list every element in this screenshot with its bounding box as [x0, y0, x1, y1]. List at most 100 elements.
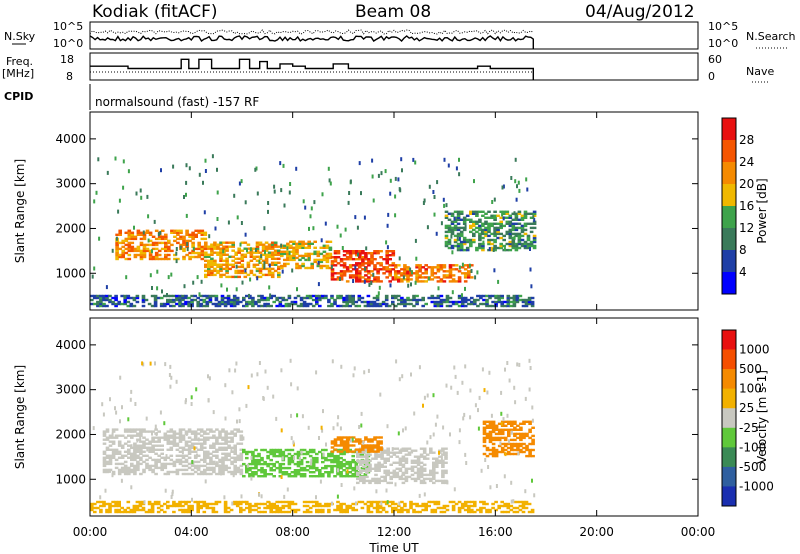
heatmap-cell [406, 296, 410, 300]
heatmap-cell [187, 444, 192, 447]
heatmap-cell [227, 444, 231, 447]
heatmap-cell [493, 238, 497, 242]
heatmap-cell [491, 442, 496, 446]
heatmap-cell [439, 300, 444, 304]
heatmap-cell [313, 260, 317, 264]
heatmap-cell [196, 454, 201, 457]
heatmap-cell [500, 504, 504, 508]
heatmap-cell [223, 508, 228, 512]
heatmap-cell [509, 300, 514, 304]
heatmap-cell [467, 500, 471, 504]
heatmap-cell [361, 276, 365, 279]
heatmap-cell [139, 249, 144, 253]
heatmap-cell [397, 280, 401, 283]
heatmap-cell [304, 258, 308, 262]
colorbar-tick-label: 8 [739, 243, 747, 257]
nsky-left-tick-top: 10^5 [53, 20, 83, 33]
heatmap-cell [227, 454, 231, 457]
heatmap-cell [242, 508, 246, 512]
heatmap-cell [328, 266, 333, 270]
heatmap-cell [230, 440, 234, 443]
heatmap-cell [398, 457, 403, 460]
heatmap-cell [424, 506, 428, 510]
heatmap-cell [523, 222, 528, 225]
heatmap-cell [151, 470, 155, 474]
heatmap-cell [232, 304, 237, 308]
x-tick-label: 20:00 [579, 525, 614, 539]
heatmap-cell [298, 240, 302, 243]
heatmap-cell [360, 466, 365, 470]
heatmap-cell [127, 452, 131, 455]
heatmap-cell [416, 467, 421, 470]
heatmap-cell [211, 294, 216, 298]
heatmap-cell [432, 451, 436, 454]
heatmap-cell [257, 300, 261, 304]
heatmap-cell [266, 504, 270, 508]
heatmap-cell [327, 452, 331, 456]
heatmap-cell [108, 298, 112, 302]
heatmap-cell [457, 506, 462, 510]
heatmap-cell [367, 264, 371, 267]
heatmap-cell [166, 506, 170, 510]
heatmap-cell [375, 296, 380, 300]
heatmap-cell [528, 428, 532, 431]
heatmap-cell [361, 280, 365, 283]
heatmap-cell [196, 500, 200, 504]
heatmap-cell [187, 472, 192, 476]
heatmap-cell [185, 231, 189, 234]
heatmap-cell [154, 448, 158, 451]
heatmap-cell [233, 468, 237, 472]
heatmap-cell [362, 451, 366, 454]
heatmap-cell [206, 456, 210, 459]
heatmap-cell [102, 294, 106, 298]
heatmap-cell [257, 460, 261, 464]
heatmap-cell [284, 454, 289, 458]
heatmap-cell [450, 244, 455, 248]
heatmap-cell [475, 210, 479, 213]
heatmap-cell [104, 488, 107, 493]
heatmap-cell [467, 504, 471, 508]
heatmap-cell [491, 422, 496, 425]
heatmap-cell [249, 255, 254, 258]
heatmap-cell [275, 504, 279, 508]
heatmap-cell [260, 458, 264, 462]
heatmap-cell [145, 243, 150, 247]
heatmap-cell [235, 296, 240, 300]
heatmap-cell [191, 251, 195, 255]
heatmap-cell [522, 420, 526, 423]
heatmap-cell [318, 469, 322, 472]
heatmap-cell [356, 455, 360, 458]
heatmap-cell [451, 504, 456, 508]
heatmap-cell [342, 262, 347, 265]
heatmap-cell [278, 469, 283, 472]
heatmap-cell [404, 459, 409, 462]
heatmap-cell [301, 242, 305, 245]
heatmap-cell [413, 461, 418, 464]
heatmap-cell [359, 461, 363, 464]
heatmap-cell [339, 466, 343, 470]
heatmap-cell [441, 473, 445, 477]
heatmap-cell [196, 506, 200, 510]
heatmap-cell [130, 468, 134, 472]
heatmap-cell [385, 270, 389, 273]
heatmap-cell [514, 157, 517, 162]
heatmap-cell [406, 266, 410, 269]
heatmap-cell [205, 294, 210, 298]
heatmap-cell [404, 426, 407, 431]
heatmap-cell [258, 269, 263, 273]
heatmap-cell [151, 255, 156, 259]
heatmap-cell [433, 300, 438, 304]
heatmap-cell [231, 249, 235, 252]
heatmap-cell [248, 302, 252, 306]
heatmap-cell [481, 236, 485, 240]
heatmap-cell [358, 442, 362, 445]
heatmap-cell [111, 472, 116, 476]
heatmap-cell [157, 430, 161, 433]
heatmap-cell [269, 469, 273, 472]
heatmap-cell [234, 271, 238, 275]
heatmap-cell [236, 468, 240, 472]
colorbar-swatch [722, 272, 736, 295]
heatmap-cell [518, 362, 521, 367]
heatmap-cell [299, 473, 304, 476]
heatmap-cell [328, 473, 331, 478]
